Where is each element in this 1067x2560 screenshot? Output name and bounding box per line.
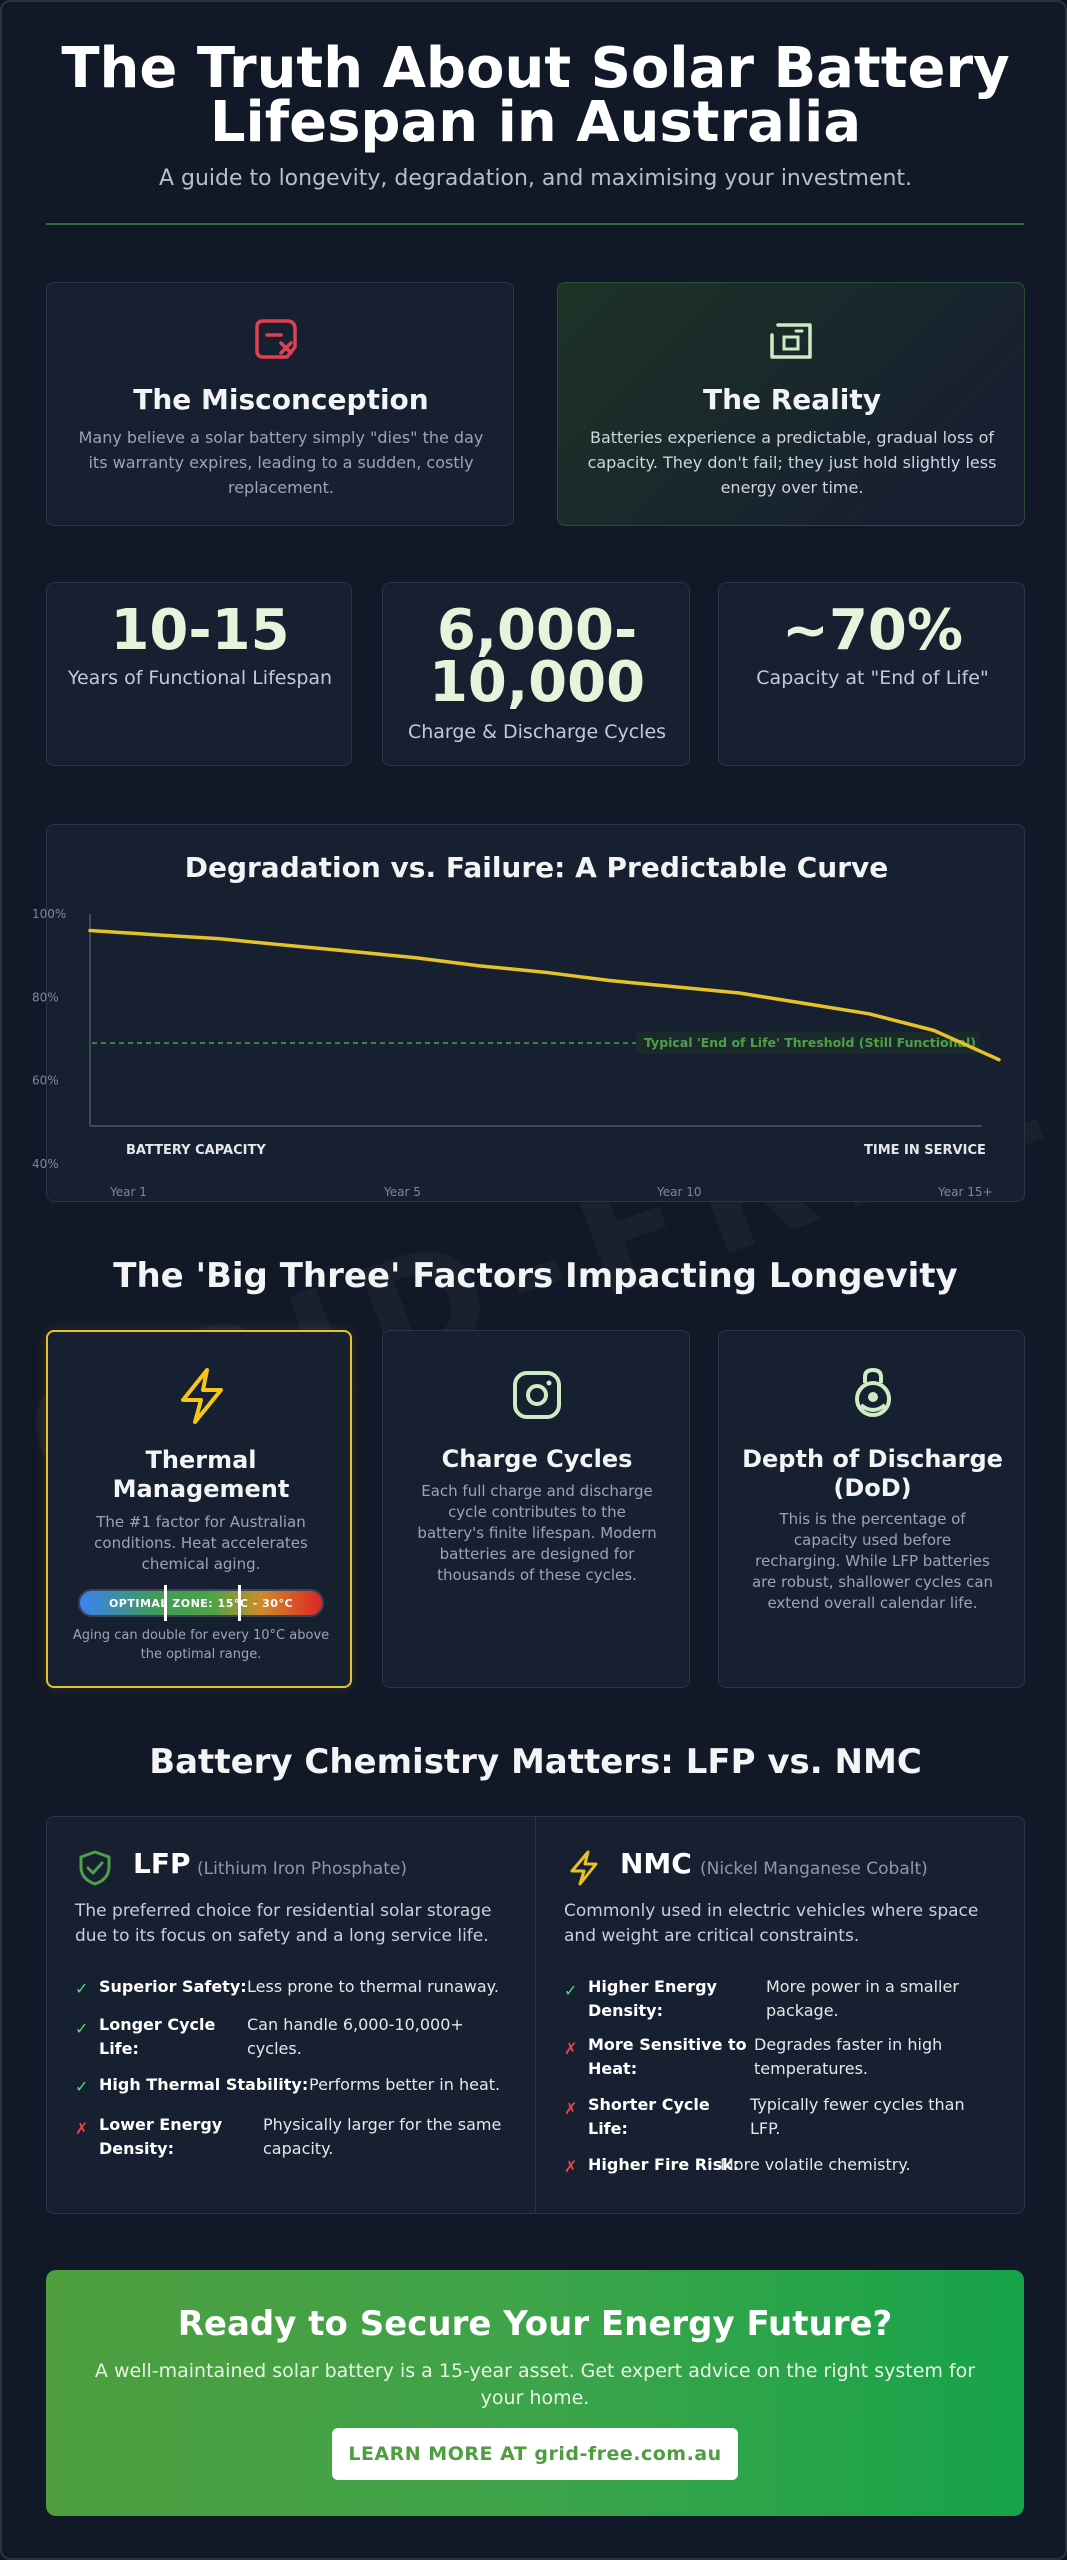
point-desc: Less prone to thermal runaway. xyxy=(247,1977,499,1996)
reality-title: The Reality xyxy=(702,383,882,416)
point-label: Superior Safety: xyxy=(99,1977,247,1996)
nmc-fullname: (Nickel Manganese Cobalt) xyxy=(700,1859,928,1879)
lightning-bolt-icon xyxy=(173,1366,229,1426)
title-line-1: The Truth About Solar Battery xyxy=(61,36,1010,101)
chart-title: Degradation vs. Failure: A Predictable C… xyxy=(184,851,889,884)
point-desc: More power in a smaller package. xyxy=(766,1977,959,2020)
cta-banner: Ready to Secure Your Energy Future? A we… xyxy=(46,2270,1024,2516)
lfp-point: ✓ High Thermal Stability: Performs bette… xyxy=(75,2073,515,2099)
cta-text: A well-maintained solar battery is a 15-… xyxy=(94,2360,976,2409)
optimal-zone-bar: OPTIMAL ZONE: 15°C - 30°C xyxy=(78,1585,324,1621)
lightning-bolt-icon xyxy=(566,1849,602,1887)
cycle-ring-icon xyxy=(511,1369,563,1421)
column-divider xyxy=(535,1817,536,2213)
lfp-column: LFP (Lithium Iron Phosphate) The preferr… xyxy=(47,1817,535,2213)
point-desc: Typically fewer cycles than LFP. xyxy=(750,2095,965,2138)
point-desc: More volatile chemistry. xyxy=(720,2155,911,2174)
factor-card-thermal: Thermal Management The #1 factor for Aust… xyxy=(46,1330,352,1688)
factor-title: Depth of Discharge (DoD) xyxy=(742,1445,1003,1502)
degradation-chart-card: Degradation vs. Failure: A Predictable C… xyxy=(46,824,1025,1202)
check-icon: ✓ xyxy=(75,1979,89,1998)
point-desc: Physically larger for the same capacity. xyxy=(263,2115,502,2158)
factor-card-cycles: Charge Cycles Each full charge and disch… xyxy=(382,1330,690,1688)
reality-text: Batteries experience a predictable, grad… xyxy=(587,428,997,497)
header-divider xyxy=(46,223,1024,225)
cross-icon: ✗ xyxy=(564,2039,578,2058)
nmc-intro: Commonly used in electric vehicles where… xyxy=(564,1901,979,1946)
factor-title: Thermal Management xyxy=(112,1446,290,1503)
factor-text: The #1 factor for Australian conditions.… xyxy=(94,1513,308,1573)
factor-title: Charge Cycles xyxy=(441,1445,633,1473)
lfp-point: ✗ Lower Energy Density: Physically larger… xyxy=(75,2113,515,2163)
stat-card-capacity: ~70% Capacity at "End of Life" xyxy=(718,582,1025,766)
chemistry-title: Battery Chemistry Matters: LFP vs. NMC xyxy=(149,1742,922,1782)
page-title: The Truth About Solar Battery Lifespan i… xyxy=(42,41,1029,151)
point-label: Longer Cycle Life: xyxy=(99,2015,216,2058)
factor-card-dod: Depth of Discharge (DoD) This is the perc… xyxy=(718,1330,1025,1688)
lfp-point: ✓ Longer Cycle Life: Can handle 6,000-10,… xyxy=(75,2013,515,2063)
misconception-card: The Misconception Many believe a solar b… xyxy=(46,282,514,526)
factors-title: The 'Big Three' Factors Impacting Longev… xyxy=(113,1256,958,1296)
cross-icon: ✗ xyxy=(564,2157,578,2176)
misconception-text: Many believe a solar battery simply "die… xyxy=(78,428,484,497)
nmc-name: NMC xyxy=(620,1847,692,1880)
lfp-fullname: (Lithium Iron Phosphate) xyxy=(197,1859,407,1879)
factor-text: This is the percentage of capacity used … xyxy=(751,1510,994,1612)
check-icon: ✓ xyxy=(75,2019,89,2038)
cta-title: Ready to Secure Your Energy Future? xyxy=(177,2304,893,2344)
stat-card-cycles: 6,000- 10,000 Charge & Discharge Cycles xyxy=(382,582,690,766)
point-label: High Thermal Stability: xyxy=(99,2075,309,2094)
point-desc: Performs better in heat. xyxy=(309,2075,501,2094)
point-desc: Degrades faster in high temperatures. xyxy=(754,2035,943,2078)
zone-marker-right xyxy=(238,1585,241,1621)
alert-tag-icon xyxy=(253,317,305,361)
check-icon: ✓ xyxy=(75,2077,89,2096)
zone-label: OPTIMAL ZONE: 15°C - 30°C xyxy=(108,1597,294,1610)
stat-label: Charge & Discharge Cycles xyxy=(407,721,667,743)
nmc-point: ✗ Higher Fire Risk: More volatile chemis… xyxy=(564,2153,1004,2179)
point-label: Higher Energy Density: xyxy=(588,1977,717,2020)
nmc-point: ✗ Shorter Cycle Life: Typically fewer cyc… xyxy=(564,2093,1004,2143)
page-subtitle: A guide to longevity, degradation, and m… xyxy=(158,166,913,191)
point-desc: Can handle 6,000-10,000+ cycles. xyxy=(247,2015,464,2058)
point-label: Higher Fire Risk: xyxy=(588,2155,740,2174)
point-label: Lower Energy Density: xyxy=(99,2115,223,2158)
stat-card-lifespan: 10-15 Years of Functional Lifespan xyxy=(46,582,352,766)
factor-note: Aging can double for every 10°C above th… xyxy=(72,1628,330,1662)
stat-value: 10-15 xyxy=(110,598,290,663)
lfp-name: LFP xyxy=(133,1847,191,1880)
learn-more-button[interactable]: LEARN MORE AT grid-free.com.au xyxy=(332,2428,738,2480)
stat-value: 6,000- 10,000 xyxy=(428,598,646,715)
zone-marker-left xyxy=(164,1585,167,1621)
gauge-lock-icon xyxy=(845,1365,901,1421)
stat-value: ~70% xyxy=(782,598,963,663)
lfp-point: ✓ Superior Safety: Less prone to thermal… xyxy=(75,1975,515,2001)
check-icon: ✓ xyxy=(564,1981,578,2000)
title-line-2: Lifespan in Australia xyxy=(209,90,862,155)
cross-icon: ✗ xyxy=(564,2099,578,2118)
point-label: Shorter Cycle Life: xyxy=(588,2095,710,2138)
point-label: More Sensitive to Heat: xyxy=(588,2035,747,2078)
nmc-column: NMC (Nickel Manganese Cobalt) Commonly u… xyxy=(536,1817,1024,2213)
chemistry-comparison-card: LFP (Lithium Iron Phosphate) The preferr… xyxy=(46,1816,1025,2214)
battery-box-icon xyxy=(766,319,816,363)
nmc-point: ✗ More Sensitive to Heat: Degrades faster… xyxy=(564,2033,1004,2083)
shield-check-icon xyxy=(77,1849,113,1887)
stat-label: Capacity at "End of Life" xyxy=(756,667,989,689)
cross-icon: ✗ xyxy=(75,2119,89,2138)
factor-text: Each full charge and discharge cycle con… xyxy=(417,1482,657,1584)
misconception-title: The Misconception xyxy=(133,383,429,416)
stat-label: Years of Functional Lifespan xyxy=(67,667,333,689)
nmc-point: ✓ Higher Energy Density: More power in a … xyxy=(564,1975,1004,2025)
reality-card: The Reality Batteries experience a predi… xyxy=(557,282,1025,526)
lfp-intro: The preferred choice for residential sol… xyxy=(75,1901,492,1946)
